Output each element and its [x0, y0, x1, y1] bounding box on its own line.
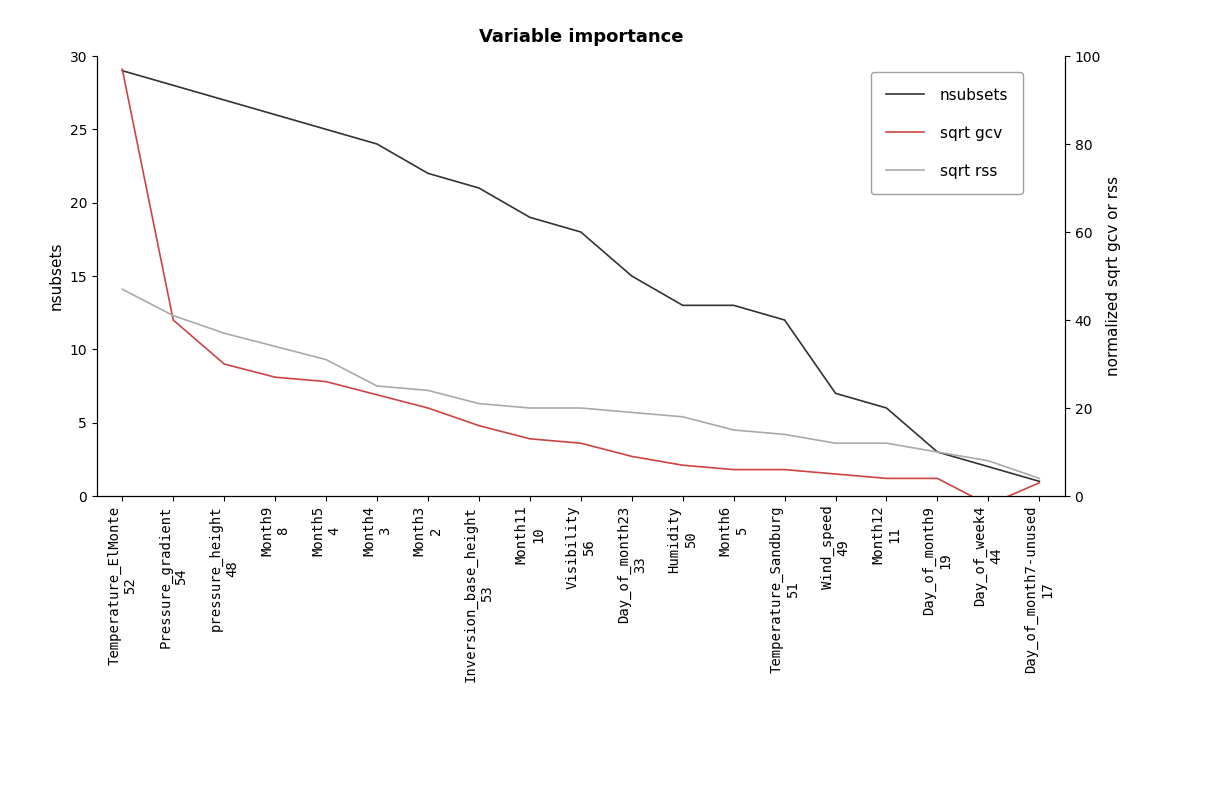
sqrt gcv: [472, 421, 486, 430]
sqrt rss: [115, 285, 129, 294]
nsubsets: [318, 125, 333, 134]
Line: sqrt gcv: sqrt gcv: [122, 70, 1039, 505]
Legend: nsubsets, sqrt gcv, sqrt rss: nsubsets, sqrt gcv, sqrt rss: [871, 73, 1024, 194]
sqrt gcv: [370, 390, 385, 400]
sqrt rss: [370, 382, 385, 391]
sqrt gcv: [523, 434, 537, 443]
nsubsets: [930, 447, 945, 457]
sqrt gcv: [574, 438, 588, 448]
nsubsets: [880, 403, 894, 413]
sqrt gcv: [777, 465, 791, 474]
Y-axis label: normalized sqrt gcv or rss: normalized sqrt gcv or rss: [1106, 176, 1122, 376]
nsubsets: [217, 95, 231, 105]
Y-axis label: nsubsets: nsubsets: [48, 242, 64, 310]
nsubsets: [1032, 477, 1047, 486]
Line: sqrt rss: sqrt rss: [122, 290, 1039, 478]
sqrt gcv: [829, 469, 843, 478]
sqrt gcv: [880, 474, 894, 483]
nsubsets: [115, 66, 129, 75]
nsubsets: [166, 81, 180, 90]
sqrt rss: [523, 403, 537, 413]
sqrt rss: [930, 447, 945, 457]
nsubsets: [777, 315, 791, 325]
sqrt rss: [880, 438, 894, 448]
sqrt gcv: [726, 465, 741, 474]
sqrt rss: [675, 412, 690, 422]
sqrt gcv: [267, 373, 282, 382]
sqrt gcv: [675, 460, 690, 470]
nsubsets: [675, 301, 690, 310]
nsubsets: [574, 227, 588, 237]
sqrt rss: [1032, 474, 1047, 483]
sqrt gcv: [930, 474, 945, 483]
sqrt rss: [421, 386, 436, 395]
sqrt rss: [166, 310, 180, 320]
sqrt gcv: [624, 451, 639, 461]
sqrt gcv: [1032, 478, 1047, 487]
sqrt rss: [472, 399, 486, 408]
sqrt rss: [217, 329, 231, 338]
nsubsets: [267, 110, 282, 119]
nsubsets: [981, 462, 996, 471]
nsubsets: [472, 183, 486, 193]
sqrt rss: [318, 355, 333, 365]
sqrt gcv: [166, 315, 180, 325]
sqrt rss: [981, 456, 996, 466]
sqrt gcv: [217, 359, 231, 369]
Title: Variable importance: Variable importance: [478, 28, 684, 46]
nsubsets: [624, 271, 639, 281]
nsubsets: [829, 389, 843, 398]
nsubsets: [370, 139, 385, 149]
sqrt rss: [267, 342, 282, 351]
sqrt rss: [829, 438, 843, 448]
Line: nsubsets: nsubsets: [122, 70, 1039, 482]
sqrt gcv: [318, 377, 333, 386]
sqrt rss: [777, 430, 791, 439]
sqrt gcv: [115, 65, 129, 74]
nsubsets: [726, 301, 741, 310]
sqrt gcv: [981, 500, 996, 510]
nsubsets: [523, 213, 537, 222]
sqrt rss: [574, 403, 588, 413]
sqrt gcv: [421, 403, 436, 413]
nsubsets: [421, 169, 436, 178]
sqrt rss: [624, 407, 639, 418]
sqrt rss: [726, 426, 741, 435]
